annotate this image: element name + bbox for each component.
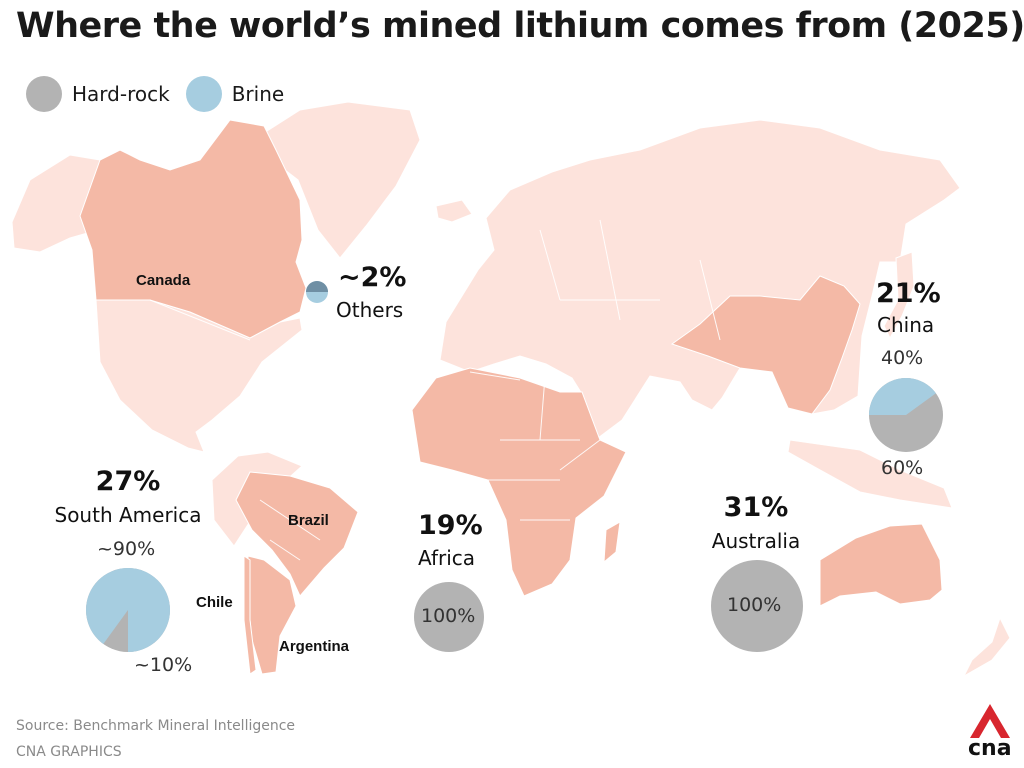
china-pie-brine [869,378,936,415]
south-america-brine-label: ~90% [97,538,156,560]
australia-hard-rock-label: 100% [727,594,782,616]
china-share: 21% [876,278,941,309]
country-chile-shape [243,555,257,675]
others-share: ~2% [338,262,407,293]
south-america-share: 27% [95,466,161,497]
africa-share: 19% [418,510,483,541]
others-pie [306,281,328,303]
china-hard-rock-label: 60% [881,457,924,479]
legend-brine-swatch [185,76,222,112]
cna-logo-text: cna [968,736,1012,761]
country-canada-shape [79,119,307,339]
land-new-zealand [962,616,1011,678]
south-america-pie-brine [85,568,170,652]
australia-name: Australia [711,529,801,553]
country-china-shape [670,275,861,415]
country-argentina-shape [247,555,297,675]
producer-countries [79,119,943,675]
country-label-argentina: Argentina [279,638,350,655]
china-pie [869,378,943,452]
australia-share: 31% [723,492,789,523]
land-indonesia [787,439,953,509]
country-label-chile: Chile [196,594,233,611]
legend-hard-rock-swatch [26,76,62,112]
others-name: Others [336,298,404,322]
country-madagascar-shape [603,521,621,564]
south-america-hard-rock-label: ~10% [134,654,193,676]
others-pie-upper [306,281,328,292]
legend-hard-rock-label: Hard-rock [72,82,170,106]
country-australia-shape [819,523,943,607]
land-japan [883,251,915,340]
country-label-brazil: Brazil [288,512,329,529]
australia-pie [711,560,803,652]
cna-logo-icon [970,704,1010,738]
africa-hard-rock-label: 100% [421,605,476,627]
land-greenland [255,101,421,259]
country-label-canada: Canada [136,272,191,289]
china-brine-label: 40% [881,347,924,369]
south-america-pie [85,568,170,652]
legend: Hard-rock Brine [26,76,300,112]
graphics-credit: CNA GRAPHICS [16,744,122,760]
africa-name: Africa [418,546,476,570]
africa-pie [414,582,484,652]
country-brazil-shape [235,471,359,597]
legend-brine-label: Brine [231,82,285,106]
south-america-name: South America [54,503,202,527]
land-iceland [435,199,473,223]
borders [149,219,721,561]
source-note: Source: Benchmark Mineral Intelligence [16,718,296,734]
china-name: China [877,313,935,337]
map-title: Where the world’s mined lithium comes fr… [16,6,1024,46]
